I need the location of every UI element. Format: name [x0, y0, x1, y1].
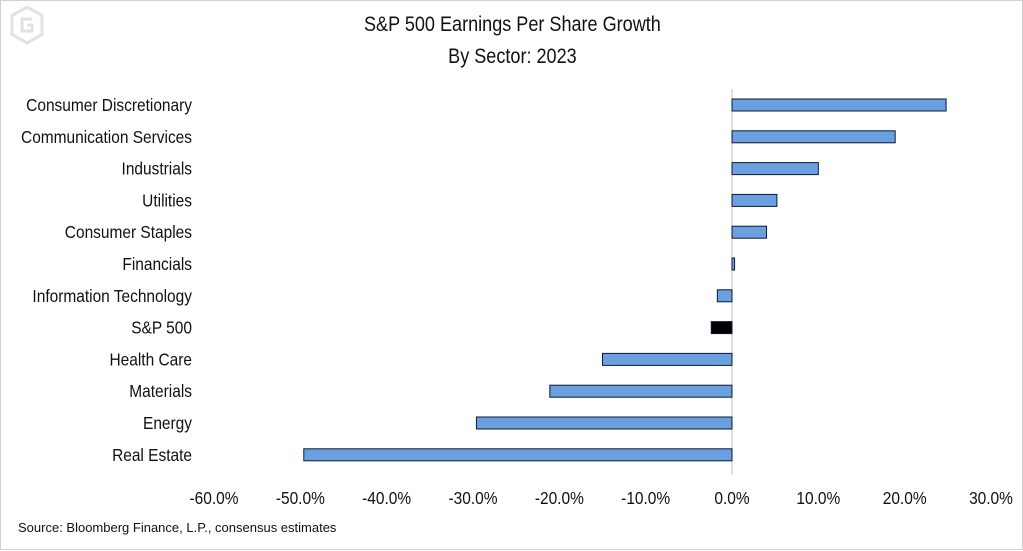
bar-industrials — [731, 162, 819, 176]
x-tick-label: -50.0% — [276, 488, 325, 508]
x-tick-label: 10.0% — [796, 488, 840, 508]
bar-s-p-500 — [710, 321, 733, 335]
hexagon-logo-icon — [10, 5, 44, 45]
category-label: Industrials — [122, 159, 192, 179]
x-tick-label: -60.0% — [190, 488, 239, 508]
x-tick-label: 0.0% — [714, 488, 749, 508]
bar-information-technology — [716, 289, 733, 303]
chart-title: S&P 500 Earnings Per Share Growth — [364, 13, 661, 36]
category-label: Health Care — [109, 349, 192, 369]
x-tick-label: -40.0% — [362, 488, 411, 508]
x-tick-label: -20.0% — [535, 488, 584, 508]
bar-financials — [731, 257, 736, 271]
bar-real-estate — [303, 448, 733, 462]
x-tick-label: -30.0% — [449, 488, 498, 508]
bar-utilities — [731, 193, 778, 207]
category-label: Consumer Discretionary — [26, 95, 192, 115]
bar-consumer-discretionary — [731, 98, 947, 112]
category-label: Real Estate — [112, 445, 192, 465]
x-tick-label: 20.0% — [883, 488, 927, 508]
category-label: Utilities — [142, 190, 192, 210]
bar-consumer-staples — [731, 225, 768, 239]
category-label: Consumer Staples — [65, 222, 192, 242]
category-label: Energy — [143, 413, 193, 433]
x-tick-label: -10.0% — [621, 488, 670, 508]
bar-health-care — [602, 352, 733, 366]
x-tick-label: 30.0% — [969, 488, 1013, 508]
chart-subtitle: By Sector: 2023 — [448, 45, 577, 68]
category-label: Communication Services — [21, 127, 192, 147]
category-label: Information Technology — [32, 286, 192, 306]
category-label: Materials — [129, 381, 192, 401]
category-label: Financials — [122, 254, 192, 274]
category-label: S&P 500 — [131, 318, 192, 338]
source-note: Source: Bloomberg Finance, L.P., consens… — [18, 520, 337, 535]
bar-communication-services — [731, 130, 896, 144]
bar-energy — [475, 416, 733, 430]
bar-materials — [549, 384, 733, 398]
